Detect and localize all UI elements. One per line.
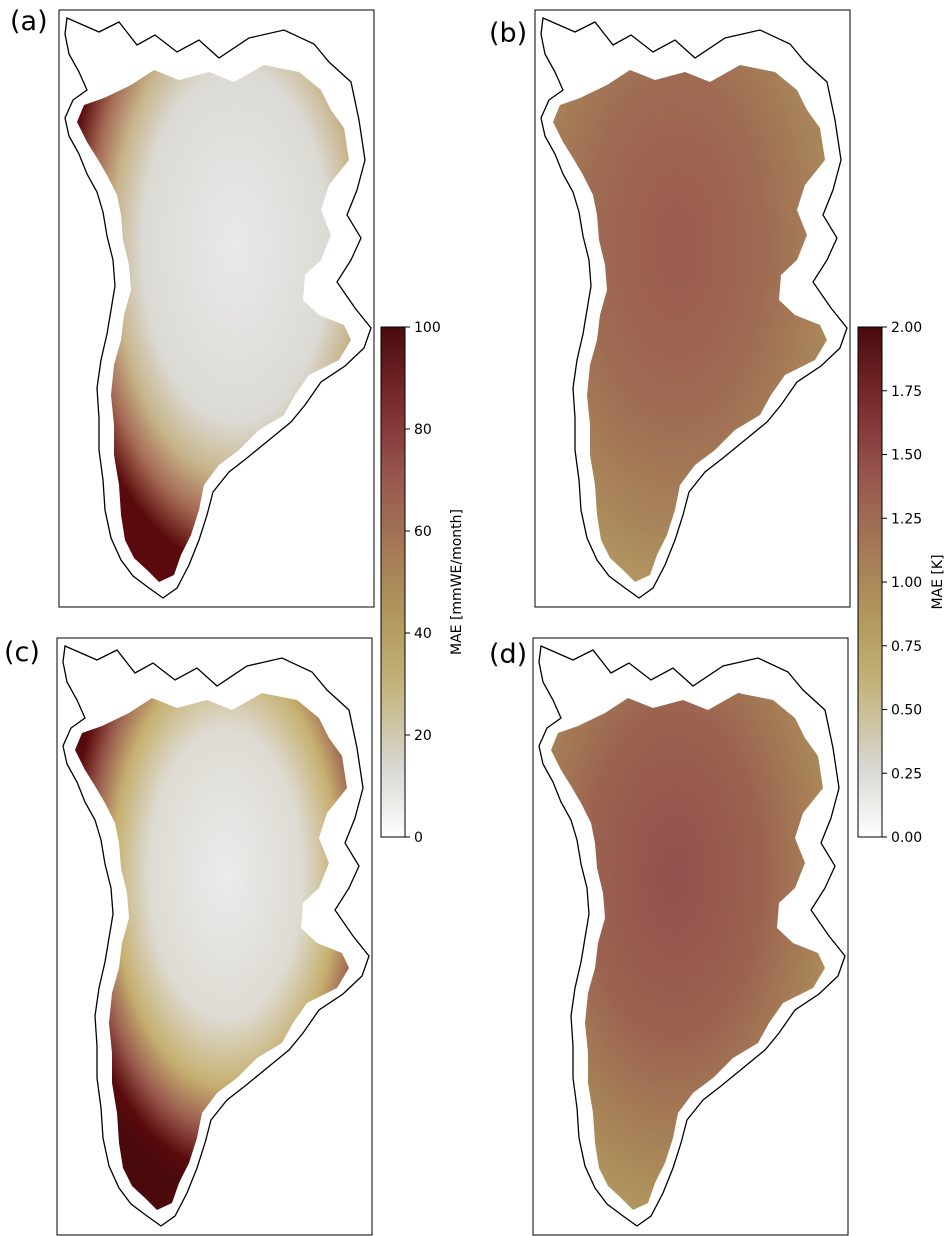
panel-a-frame <box>58 9 375 608</box>
colorbar-kelvin-tick-label: 2.00 <box>891 320 922 336</box>
colorbar-mmwe-tick-label: 0 <box>414 830 423 846</box>
colorbar-kelvin-tick-label: 1.00 <box>891 575 922 591</box>
panel-b-frame <box>534 9 851 608</box>
colorbar-mmwe-label: MAE [mmWE/month] <box>449 509 465 655</box>
colorbar-mmwe-tick-label: 40 <box>414 626 432 642</box>
colorbar-mmwe: 0 20 40 60 80 100 MAE [mmWE/month] <box>380 320 465 846</box>
colorbar-kelvin-tick-label: 0.50 <box>891 703 922 719</box>
panel-b <box>540 17 848 599</box>
panel-a <box>64 17 372 599</box>
panel-d-frame <box>532 637 849 1236</box>
colorbar-kelvin-tick-label: 0.00 <box>891 830 922 846</box>
colorbar-mmwe-tick-label: 100 <box>414 320 441 336</box>
panel-d-label: (d) <box>489 639 527 670</box>
panel-c <box>62 645 370 1227</box>
panel-c-label: (c) <box>4 637 40 668</box>
colorbar-mmwe-ticks: 0 20 40 60 80 100 <box>405 320 441 846</box>
panel-a-label: (a) <box>10 6 48 37</box>
colorbar-kelvin-bar <box>857 326 883 838</box>
colorbar-kelvin-tick-label: 0.75 <box>891 639 922 655</box>
colorbar-mmwe-tick-label: 80 <box>414 422 432 438</box>
colorbar-kelvin-tick-label: 1.25 <box>891 511 922 527</box>
colorbar-kelvin-tick-label: 1.75 <box>891 384 922 400</box>
colorbar-kelvin-tick-label: 0.25 <box>891 766 922 782</box>
colorbar-mmwe-tick-label: 20 <box>414 728 432 744</box>
colorbar-kelvin-tick-label: 1.50 <box>891 448 922 464</box>
panel-c-frame <box>56 637 373 1236</box>
colorbar-kelvin-label: MAE [K] <box>930 554 946 609</box>
colorbar-kelvin: 0.00 0.25 0.50 0.75 1.00 1.25 1.50 1.75 2.00 MAE… <box>857 320 946 846</box>
colorbar-mmwe-tick-label: 60 <box>414 524 432 540</box>
colorbar-kelvin-ticks: 0.00 0.25 0.50 0.75 1.00 1.25 1.50 1.75 2.00 <box>882 320 922 846</box>
panel-d <box>538 645 846 1227</box>
panel-b-label: (b) <box>489 18 527 49</box>
colorbar-mmwe-bar <box>380 326 406 838</box>
